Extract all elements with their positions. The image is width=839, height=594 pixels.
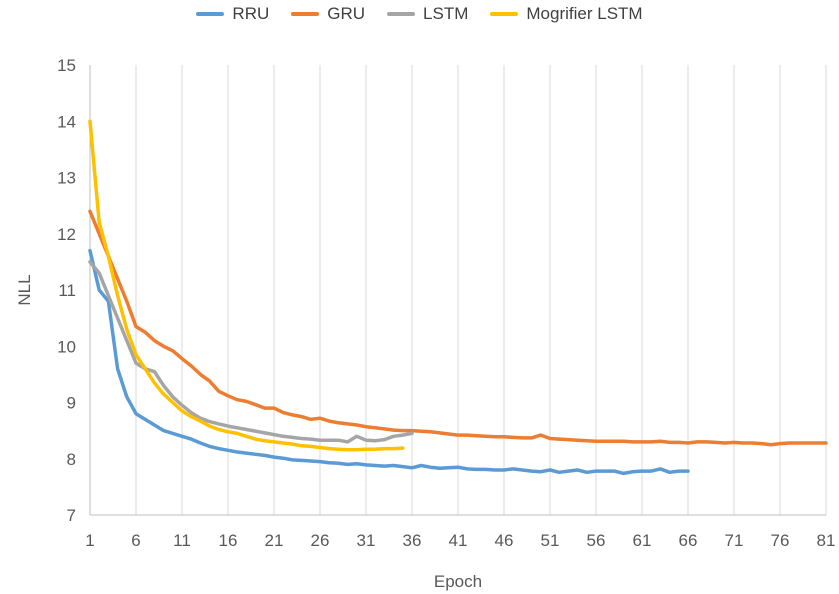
y-tick-label: 15 <box>57 56 76 75</box>
x-tick-label: 46 <box>495 531 514 550</box>
y-tick-label: 12 <box>57 225 76 244</box>
legend-item: Mogrifier LSTM <box>490 4 643 24</box>
chart-legend: RRU GRU LSTM Mogrifier LSTM <box>0 4 839 24</box>
series-line-gru <box>88 209 828 447</box>
x-axis-title: Epoch <box>434 572 482 591</box>
x-tick-label: 1 <box>85 531 94 550</box>
y-tick-label: 9 <box>67 394 76 413</box>
series-line-mogrifier-lstm <box>88 119 405 452</box>
legend-label: GRU <box>327 4 366 23</box>
legend-label: Mogrifier LSTM <box>526 4 643 23</box>
x-tick-label: 6 <box>131 531 140 550</box>
legend-swatch <box>196 12 225 16</box>
legend-label: LSTM <box>423 4 469 23</box>
x-tick-label: 11 <box>173 531 191 550</box>
x-tick-label: 51 <box>541 531 560 550</box>
legend-item: RRU <box>196 4 269 24</box>
legend-swatch <box>490 12 519 16</box>
y-tick-label: 10 <box>57 337 76 356</box>
y-tick-label: 7 <box>67 506 76 525</box>
x-tick-label: 81 <box>817 531 836 550</box>
x-tick-label: 61 <box>633 531 652 550</box>
y-axis-title: NLL <box>15 274 34 305</box>
y-tick-label: 11 <box>58 281 76 300</box>
legend-label: RRU <box>232 4 270 23</box>
legend-swatch <box>291 12 320 16</box>
x-tick-label: 41 <box>449 531 468 550</box>
y-tick-label: 13 <box>57 169 76 188</box>
x-tick-label: 36 <box>403 531 422 550</box>
x-tick-label: 76 <box>771 531 790 550</box>
y-tick-label: 14 <box>57 112 76 131</box>
x-tick-label: 31 <box>357 531 376 550</box>
x-tick-label: 26 <box>311 531 330 550</box>
x-tick-label: 71 <box>725 531 744 550</box>
legend-item: GRU <box>291 4 365 24</box>
x-tick-label: 16 <box>219 531 238 550</box>
x-tick-label: 21 <box>265 531 284 550</box>
x-tick-label: 56 <box>587 531 606 550</box>
x-tick-label: 66 <box>679 531 698 550</box>
y-tick-label: 8 <box>67 450 76 469</box>
series-line-rru <box>88 248 690 476</box>
legend-item: LSTM <box>387 4 468 24</box>
legend-swatch <box>387 12 416 16</box>
